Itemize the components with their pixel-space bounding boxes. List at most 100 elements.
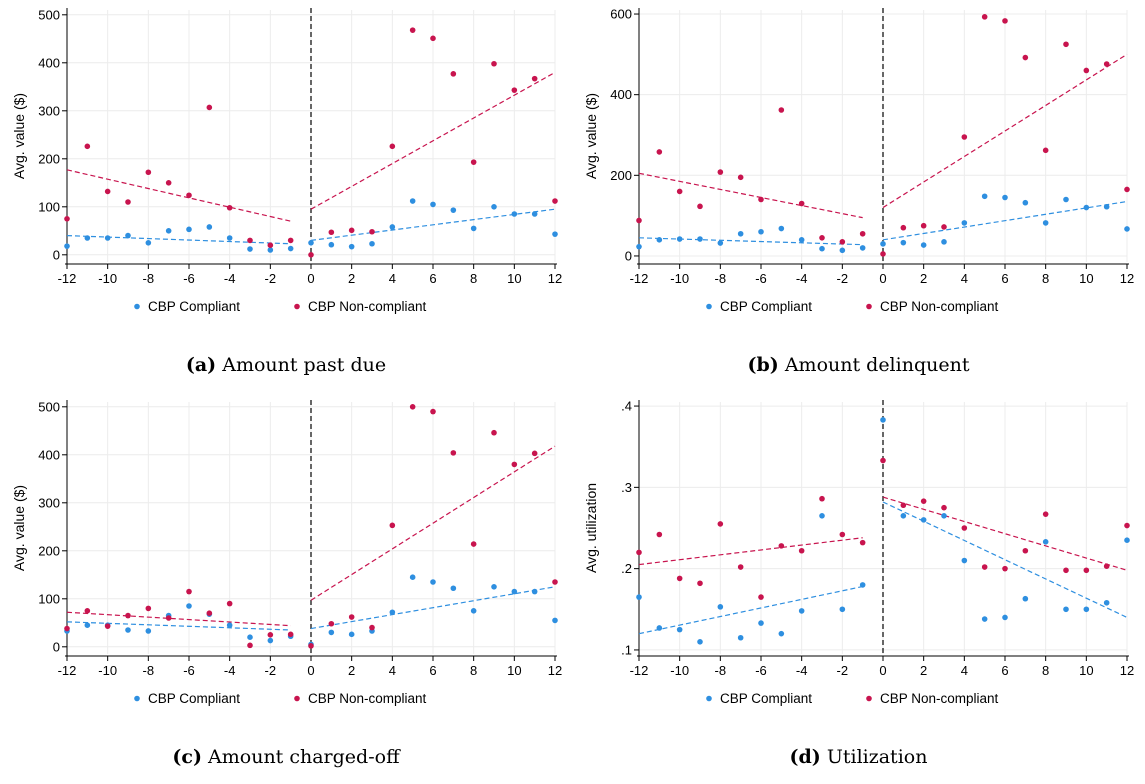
point-cbp-non-compliant — [798, 547, 805, 554]
point-cbp-compliant — [267, 637, 274, 644]
x-tick-label: 6 — [1001, 271, 1008, 286]
fit-line-cbp-compliant — [882, 200, 1128, 241]
point-cbp-non-compliant — [511, 87, 518, 93]
point-cbp-compliant — [430, 201, 436, 208]
fit-line-cbp-non-compliant — [882, 496, 1128, 571]
point-cbp-compliant — [920, 242, 927, 248]
point-cbp-non-compliant — [981, 564, 988, 570]
fit-line-cbp-non-compliant — [310, 445, 556, 601]
x-tick-label: 10 — [507, 663, 521, 678]
point-cbp-compliant — [64, 243, 70, 249]
point-cbp-non-compliant — [697, 580, 703, 587]
point-cbp-non-compliant — [409, 404, 416, 410]
x-tick-label: 12 — [548, 271, 562, 286]
point-cbp-non-compliant — [125, 199, 131, 205]
point-cbp-non-compliant — [409, 27, 416, 33]
point-cbp-compliant — [104, 235, 111, 241]
x-tick-label: -8 — [715, 663, 727, 678]
x-tick-label: 4 — [961, 271, 968, 286]
legend-marker-cbp-non-compliant — [866, 303, 872, 310]
point-cbp-compliant — [511, 211, 518, 217]
point-cbp-compliant — [409, 198, 416, 204]
point-cbp-compliant — [859, 245, 866, 251]
point-cbp-compliant — [186, 603, 192, 609]
point-cbp-non-compliant — [145, 169, 152, 176]
point-cbp-compliant — [656, 625, 663, 631]
x-tick-label: 6 — [1001, 663, 1008, 678]
y-tick-label: .2 — [621, 561, 632, 576]
point-cbp-non-compliant — [920, 222, 927, 229]
point-cbp-compliant — [676, 236, 683, 242]
legend-marker-cbp-compliant — [134, 695, 140, 702]
point-cbp-compliant — [348, 631, 355, 638]
legend-marker-cbp-non-compliant — [294, 303, 300, 310]
y-tick-label: .1 — [621, 642, 632, 657]
point-cbp-compliant — [328, 241, 335, 248]
point-cbp-non-compliant — [165, 180, 172, 186]
point-cbp-non-compliant — [206, 104, 213, 111]
point-cbp-compliant — [819, 513, 825, 519]
caption: (c) Amount charged-off — [0, 746, 572, 768]
point-cbp-non-compliant — [941, 504, 947, 511]
point-cbp-non-compliant — [1063, 567, 1069, 574]
point-cbp-non-compliant — [308, 252, 314, 258]
point-cbp-compliant — [552, 231, 558, 237]
point-cbp-compliant — [697, 236, 703, 242]
panel-amount-charged-off: 0 100 200 300 400 500 -12 -10 -8 -6 -4 -2 0 2 4 6 8 10 12 A… — [0, 392, 572, 784]
point-cbp-compliant — [798, 608, 805, 614]
point-cbp-compliant — [697, 639, 703, 645]
point-cbp-non-compliant — [859, 230, 866, 237]
point-cbp-compliant — [859, 582, 866, 588]
point-cbp-non-compliant — [64, 216, 70, 222]
point-cbp-non-compliant — [389, 143, 396, 150]
point-cbp-non-compliant — [104, 623, 111, 629]
x-tick-label: -12 — [58, 663, 77, 678]
point-cbp-non-compliant — [369, 228, 375, 235]
point-cbp-compliant — [941, 239, 947, 245]
point-cbp-non-compliant — [389, 522, 396, 529]
point-cbp-compliant — [145, 240, 152, 246]
x-tick-label: 6 — [429, 271, 436, 286]
legend-marker-cbp-non-compliant — [294, 695, 300, 702]
caption-label: (a) — [185, 354, 217, 376]
x-tick-label: 12 — [548, 663, 562, 678]
legend-marker-cbp-compliant — [706, 303, 712, 310]
point-cbp-non-compliant — [880, 457, 886, 464]
y-axis-title: Avg. value ($) — [11, 485, 27, 571]
point-cbp-non-compliant — [511, 461, 518, 468]
caption-title: Amount past due — [222, 354, 387, 376]
point-cbp-non-compliant — [450, 71, 457, 77]
x-tick-label: -12 — [630, 271, 649, 286]
x-tick-label: -10 — [670, 663, 689, 678]
legend-label-cbp-non-compliant: CBP Non-compliant — [308, 691, 427, 706]
point-cbp-non-compliant — [287, 631, 294, 638]
x-tick-label: -2 — [837, 271, 849, 286]
y-tick-label: 0 — [53, 639, 60, 654]
chart-amount-past-due: 0 100 200 300 400 500 -12 -10 -8 -6 -4 -2 0 2 4 6 8 10 12 A… — [11, 7, 562, 314]
caption-label: (d) — [789, 746, 821, 768]
point-cbp-non-compliant — [1103, 61, 1110, 67]
x-tick-label: 0 — [879, 663, 886, 678]
point-cbp-compliant — [880, 241, 886, 247]
point-cbp-non-compliant — [1002, 565, 1008, 572]
point-cbp-compliant — [389, 224, 396, 230]
point-cbp-non-compliant — [920, 498, 927, 504]
point-cbp-compliant — [1002, 194, 1008, 201]
point-cbp-non-compliant — [430, 35, 436, 42]
point-cbp-non-compliant — [348, 614, 355, 620]
fit-line-cbp-compliant — [310, 586, 556, 630]
point-cbp-compliant — [226, 622, 233, 628]
point-cbp-non-compliant — [839, 239, 846, 245]
y-tick-label: 200 — [38, 543, 60, 558]
point-cbp-non-compliant — [450, 450, 457, 456]
legend-label-cbp-compliant: CBP Compliant — [720, 299, 812, 314]
y-tick-label: 600 — [610, 7, 632, 22]
point-cbp-compliant — [450, 585, 457, 592]
point-cbp-non-compliant — [125, 612, 131, 619]
point-cbp-compliant — [920, 517, 927, 523]
y-axis-title: Avg. value ($) — [583, 93, 599, 179]
x-tick-label: 8 — [1042, 663, 1049, 678]
point-cbp-non-compliant — [1042, 511, 1049, 517]
point-cbp-compliant — [798, 237, 805, 243]
point-cbp-compliant — [267, 247, 274, 253]
